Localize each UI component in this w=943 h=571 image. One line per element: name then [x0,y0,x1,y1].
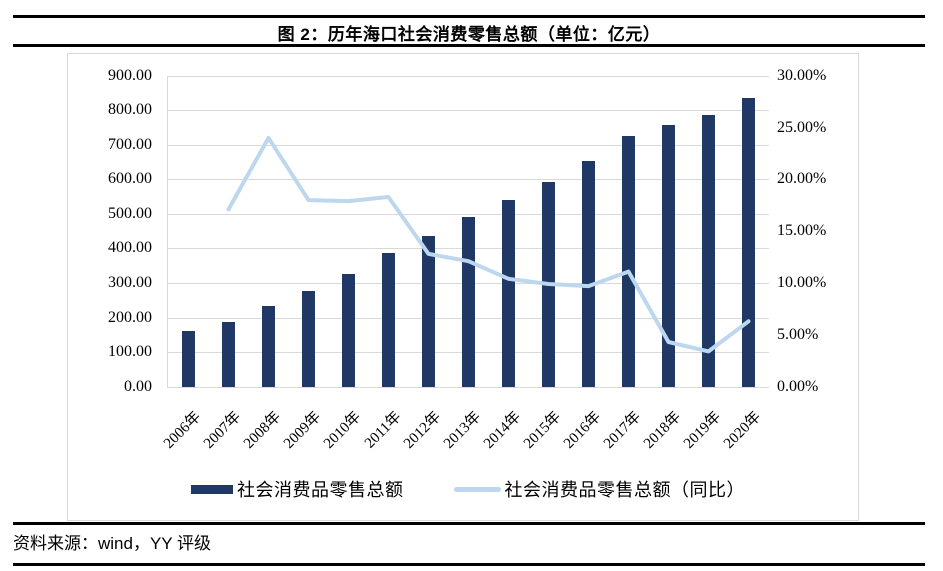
source-note: 资料来源：wind，YY 评级 [13,534,212,553]
legend-label-bar: 社会消费品零售总额 [237,480,404,500]
title-bottom-rule [13,44,925,47]
legend-item-bar: 社会消费品零售总额 [191,476,404,502]
bottom-rule [13,563,925,566]
legend-item-line: 社会消费品零售总额（同比） [453,476,746,502]
top-rule [13,15,925,18]
figure-title: 图 2：历年海口社会消费零售总额（单位：亿元） [277,25,661,44]
line-series-swatch [453,486,501,492]
chart-frame [67,53,859,521]
bar-series-swatch [191,484,233,494]
legend-label-line: 社会消费品零售总额（同比） [504,480,745,500]
chart-legend: 社会消费品零售总额 社会消费品零售总额（同比） [168,476,768,502]
footer-top-rule [13,522,925,525]
